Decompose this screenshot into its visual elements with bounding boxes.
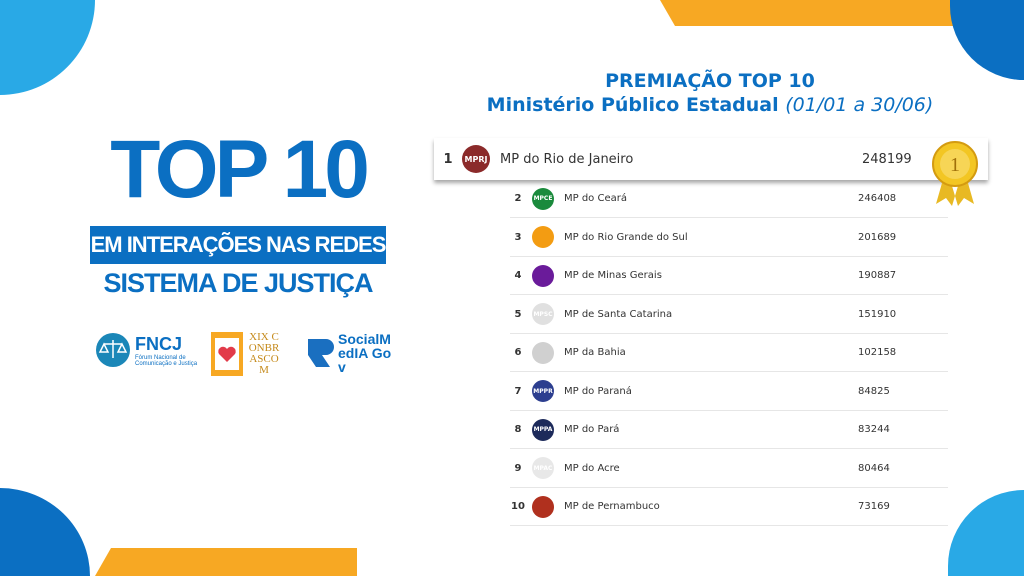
interaction-count: 151910 bbox=[858, 308, 897, 320]
org-logo-icon: MPRJ bbox=[462, 145, 490, 173]
org-name: MP do Pará bbox=[564, 424, 620, 435]
conbrascom-name: XIX CONBRASCOM bbox=[248, 331, 280, 376]
org-logo-icon bbox=[532, 495, 554, 518]
rank: 7 bbox=[514, 385, 522, 397]
title-period: (01/01 a 30/06) bbox=[785, 94, 934, 116]
socialmedia-logo: SocialMedIA Gov bbox=[304, 332, 394, 374]
ranking-row: 10 MP de Pernambuco 73169 bbox=[510, 488, 948, 526]
org-logo-icon: MPCE bbox=[532, 187, 554, 210]
title-line2: Ministério Público Estadual (01/01 a 30/… bbox=[430, 94, 990, 116]
org-name: MP da Bahia bbox=[564, 347, 626, 358]
title-line1: PREMIAÇÃO TOP 10 bbox=[605, 70, 815, 92]
interaction-count: 80464 bbox=[858, 462, 890, 474]
fncj-caption: Fórum Nacional de Comunicação e Justiça bbox=[135, 354, 198, 367]
ranking-title: PREMIAÇÃO TOP 10 Ministério Público Esta… bbox=[430, 70, 990, 116]
decor-band bbox=[95, 548, 357, 576]
rank: 9 bbox=[514, 462, 522, 474]
org-logo-icon: MPAC bbox=[532, 457, 554, 479]
rank: 4 bbox=[514, 270, 522, 281]
title-org: Ministério Público Estadual bbox=[486, 94, 779, 116]
thumbs-up-icon bbox=[308, 339, 334, 367]
org-name: MP de Santa Catarina bbox=[564, 308, 673, 320]
interaction-count: 102158 bbox=[858, 347, 897, 358]
org-logo-icon bbox=[532, 341, 554, 364]
interaction-count: 248199 bbox=[862, 151, 912, 167]
ranking-row: 5 MPSC MP de Santa Catarina 151910 bbox=[510, 296, 948, 334]
org-logo-icon: MPPR bbox=[532, 380, 554, 402]
org-logo-icon: MPSC bbox=[532, 303, 554, 325]
conbrascom-logo: XIX CONBRASCOM bbox=[211, 332, 281, 376]
rank: 1 bbox=[443, 151, 453, 167]
ranking-row: 1 MPRJ MP do Rio de Janeiro 248199 bbox=[434, 138, 988, 180]
org-name: MP de Minas Gerais bbox=[564, 270, 662, 281]
ranking-row: 3 MP do Rio Grande do Sul 201689 bbox=[510, 219, 948, 257]
banner: EM INTERAÇÕES NAS REDES bbox=[90, 226, 386, 264]
decor-circle bbox=[948, 490, 1024, 576]
fncj-logo: FNCJ Fórum Nacional de Comunicação e Just… bbox=[95, 332, 205, 368]
rank: 8 bbox=[514, 424, 522, 435]
org-logo-icon: MPPA bbox=[532, 418, 554, 441]
medal-number: 1 bbox=[950, 154, 960, 176]
rank: 10 bbox=[511, 501, 525, 512]
interaction-count: 190887 bbox=[858, 270, 897, 281]
gold-medal-icon: 1 bbox=[932, 141, 978, 206]
rank: 5 bbox=[514, 308, 522, 320]
ranking-row: 8 MPPA MP do Pará 83244 bbox=[510, 411, 948, 449]
org-name: MP de Pernambuco bbox=[564, 501, 660, 512]
org-name: MP do Rio de Janeiro bbox=[500, 151, 634, 167]
decor-circle bbox=[0, 488, 90, 576]
socialmedia-name: SocialMedIA Gov bbox=[338, 331, 392, 375]
interaction-count: 73169 bbox=[858, 501, 890, 512]
decor-band bbox=[660, 0, 960, 26]
ranking-row: 2 MPCE MP do Ceará 246408 bbox=[510, 180, 948, 218]
interaction-count: 84825 bbox=[858, 385, 890, 397]
ranking-row: 9 MPAC MP do Acre 80464 bbox=[510, 450, 948, 488]
ranking-row: 6 MP da Bahia 102158 bbox=[510, 334, 948, 372]
ranking-row: 7 MPPR MP do Paraná 84825 bbox=[510, 373, 948, 411]
decor-circle bbox=[0, 0, 95, 95]
org-name: MP do Rio Grande do Sul bbox=[564, 231, 688, 243]
interaction-count: 246408 bbox=[858, 193, 897, 204]
scales-icon bbox=[96, 333, 130, 367]
org-name: MP do Ceará bbox=[564, 193, 627, 204]
rank: 6 bbox=[514, 347, 522, 358]
rank: 3 bbox=[514, 231, 522, 243]
subtitle: SISTEMA DE JUSTIÇA bbox=[103, 268, 373, 298]
org-logo-icon bbox=[532, 226, 554, 248]
interaction-count: 201689 bbox=[858, 231, 897, 243]
decor-circle bbox=[950, 0, 1024, 80]
fncj-name: FNCJ bbox=[135, 333, 183, 354]
ranking-row: 4 MP de Minas Gerais 190887 bbox=[510, 257, 948, 295]
org-name: MP do Acre bbox=[564, 462, 620, 474]
headline: TOP 10 bbox=[110, 124, 370, 215]
org-name: MP do Paraná bbox=[564, 385, 632, 397]
org-logo-icon bbox=[532, 264, 554, 287]
interaction-count: 83244 bbox=[858, 424, 890, 435]
rank: 2 bbox=[514, 193, 522, 204]
heart-tile-icon bbox=[211, 332, 243, 376]
